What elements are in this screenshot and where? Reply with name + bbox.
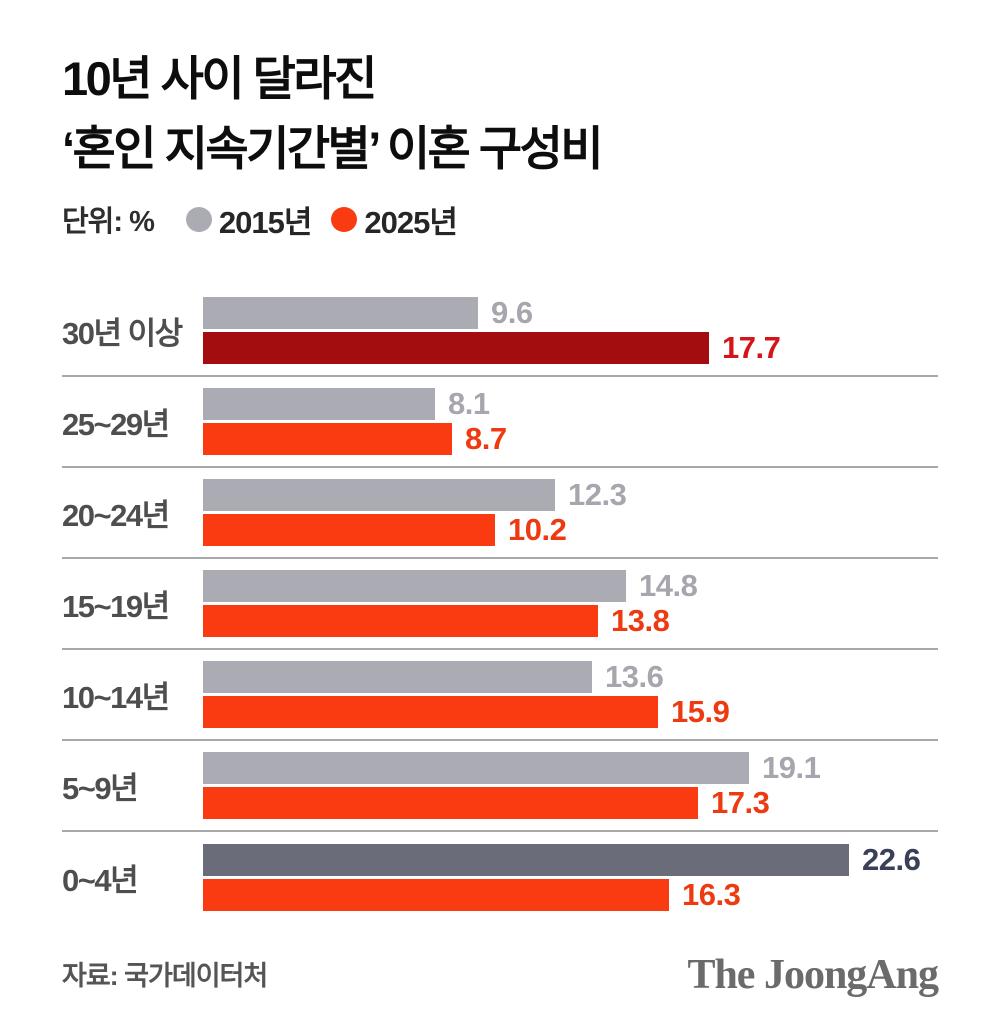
bar-2025년 [203,787,698,819]
legend-item-2015: 2015년 [185,197,312,242]
value-label-2015년: 22.6 [862,842,921,877]
bar-pair: 14.8 13.8 [203,568,938,638]
category-label: 0~4년 [62,863,139,898]
value-label-2025년: 10.2 [508,512,567,547]
chart-title-line2: ‘혼인 지속기간별’ 이혼 구성비 [62,122,604,175]
value-label-2015년: 13.6 [605,659,664,694]
chart-row: 15~19년 14.8 13.8 [62,559,938,650]
bar-2015년 [203,297,478,329]
bar-2025년 [203,514,495,546]
bar-2025년 [203,332,709,364]
bar-line-2015년: 8.1 [203,386,938,421]
value-label-2025년: 17.7 [722,330,781,365]
value-label-2025년: 17.3 [711,785,770,820]
bar-pair: 9.6 17.7 [203,295,938,365]
bar-2015년 [203,661,592,693]
bar-2015년 [203,844,849,876]
bar-2015년 [203,752,749,784]
legend-dot-2025-icon [331,206,358,232]
value-label-2025년: 8.7 [465,421,507,456]
bar-2015년 [203,570,626,602]
chart-row: 0~4년 22.6 16.3 [62,832,938,923]
joongang-logo: The JoongAng [687,952,939,998]
bar-line-2015년: 22.6 [203,842,938,877]
bar-2025년 [203,879,669,911]
legend-dot-2015-icon [185,206,212,232]
value-label-2015년: 14.8 [639,568,698,603]
value-label-2015년: 12.3 [568,477,627,512]
bar-2015년 [203,479,555,511]
bar-pair: 8.1 8.7 [203,386,938,456]
value-label-2025년: 15.9 [671,694,730,729]
source-label: 자료: 국가데이터처 [62,961,268,991]
legend-label-2025: 2025년 [364,204,457,240]
bar-line-2015년: 12.3 [203,477,938,512]
bar-chart: 30년 이상 9.6 17.7 25~29년 8.1 8.7 20~24년 12.3 10.2 1… [62,286,938,923]
bar-2015년 [203,388,435,420]
category-label: 10~14년 [62,680,170,715]
chart-row: 25~29년 8.1 8.7 [62,377,938,468]
bar-line-2025년: 10.2 [203,512,938,547]
bar-line-2015년: 9.6 [203,295,938,330]
bar-2025년 [203,423,452,455]
category-label: 5~9년 [62,771,139,806]
chart-row: 30년 이상 9.6 17.7 [62,286,938,377]
unit-label: 단위: % [62,206,155,238]
value-label-2015년: 9.6 [491,295,533,330]
bar-2025년 [203,696,658,728]
bar-line-2015년: 13.6 [203,659,938,694]
bar-pair: 12.3 10.2 [203,477,938,547]
category-label: 15~19년 [62,589,170,624]
chart-row: 10~14년 13.6 15.9 [62,650,938,741]
category-label: 25~29년 [62,407,170,442]
value-label-2025년: 13.8 [611,603,670,638]
chart-row: 5~9년 19.1 17.3 [62,741,938,832]
value-label-2025년: 16.3 [682,877,741,912]
legend: 단위: % 2015년 2025년 [62,202,938,240]
value-label-2015년: 19.1 [762,750,821,785]
legend-label-2015: 2015년 [218,204,312,240]
category-label: 20~24년 [62,498,170,533]
chart-row: 20~24년 12.3 10.2 [62,468,938,559]
chart-title-line1: 10년 사이 달라진 [62,52,377,105]
bar-line-2015년: 14.8 [203,568,938,603]
bar-line-2025년: 13.8 [203,603,938,638]
bar-pair: 19.1 17.3 [203,750,938,820]
bar-line-2025년: 17.3 [203,785,938,820]
value-label-2015년: 8.1 [448,386,490,421]
bar-pair: 13.6 15.9 [203,659,938,729]
bar-2025년 [203,605,598,637]
bar-line-2025년: 16.3 [203,877,938,912]
bar-line-2025년: 8.7 [203,421,938,456]
bar-pair: 22.6 16.3 [203,842,938,912]
chart-title: 10년 사이 달라진 ‘혼인 지속기간별’ 이혼 구성비 [62,44,938,184]
footer: 자료: 국가데이터처 The JoongAng [62,951,939,999]
bar-line-2025년: 15.9 [203,694,938,729]
bar-line-2015년: 19.1 [203,750,938,785]
legend-item-2025: 2025년 [331,197,458,242]
category-label: 30년 이상 [62,316,183,351]
bar-line-2025년: 17.7 [203,330,938,365]
